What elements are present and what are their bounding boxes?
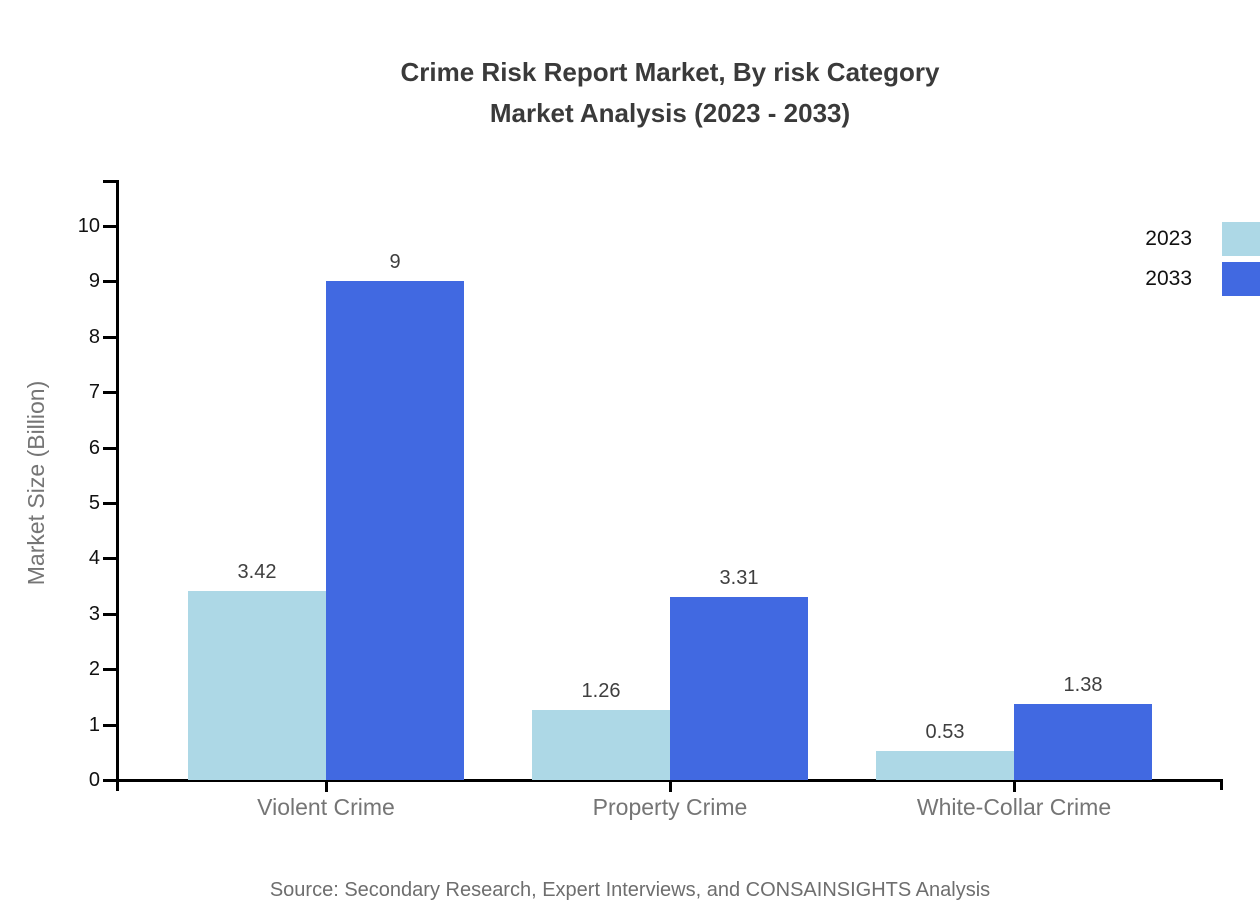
- legend-label-2033: 2033: [1145, 267, 1192, 290]
- legend-item-2033[interactable]: 2033: [1040, 262, 1260, 296]
- bar-2023-property-crime[interactable]: [532, 710, 670, 780]
- x-axis-line: [116, 779, 1223, 782]
- y-axis-tick: [103, 779, 117, 782]
- y-axis-tick: [103, 502, 117, 505]
- y-axis-tick-label: 9: [88, 270, 100, 293]
- bar-value-label: 1.38: [1063, 674, 1103, 696]
- bar-2023-white-collar-crime[interactable]: [876, 751, 1014, 780]
- y-axis-tick-label: 7: [88, 381, 100, 404]
- y-axis-tick-label: 1: [88, 713, 100, 736]
- y-axis-tick: [103, 225, 117, 228]
- legend-label-2023: 2023: [1145, 227, 1192, 250]
- legend-swatch-2033[interactable]: [1222, 262, 1260, 296]
- bar-2033-white-collar-crime[interactable]: [1014, 704, 1152, 780]
- y-axis-tick: [103, 668, 117, 672]
- y-axis-tick: [103, 280, 117, 284]
- bar-value-label: 9: [389, 251, 401, 273]
- bar-value-label: 3.42: [237, 561, 277, 583]
- chart-title-line2: Market Analysis (2023 - 2033): [489, 98, 851, 128]
- y-axis-tick: [103, 391, 117, 395]
- bar-2033-property-crime[interactable]: [670, 597, 808, 780]
- y-axis-tick: [103, 612, 117, 616]
- bar-value-label: 0.53: [925, 721, 965, 743]
- category-label: Violent Crime: [257, 794, 395, 820]
- y-axis-tick-label: 6: [88, 436, 100, 459]
- x-axis-tick: [1013, 782, 1016, 792]
- y-axis-tick: [103, 557, 117, 561]
- chart-title: Crime Risk Report Market, By risk Catego…: [118, 52, 1222, 134]
- y-axis-tick-label: 5: [88, 492, 100, 514]
- category-label: Property Crime: [592, 794, 748, 820]
- y-axis-tick: [103, 446, 117, 450]
- x-axis-tick: [325, 782, 328, 792]
- y-axis-tick-label: 10: [77, 215, 100, 237]
- y-axis-end-tick: [103, 180, 117, 183]
- y-axis-tick-label: 8: [88, 325, 100, 348]
- bar-value-label: 3.31: [719, 567, 759, 589]
- bar-2023-violent-crime[interactable]: [188, 591, 326, 780]
- bar-2033-violent-crime[interactable]: [326, 281, 464, 780]
- y-axis-tick-label: 2: [88, 658, 100, 681]
- y-axis-line: [116, 180, 119, 791]
- y-axis-tick-label: 0: [88, 769, 100, 791]
- x-axis-end-tick: [1220, 779, 1223, 790]
- source-note: Source: Secondary Research, Expert Inter…: [269, 879, 991, 901]
- category-label: White-Collar Crime: [916, 794, 1112, 820]
- legend-swatch-2023[interactable]: [1222, 222, 1260, 256]
- y-axis-tick: [103, 335, 117, 339]
- bar-value-label: 1.26: [581, 680, 621, 702]
- y-axis-title: Market Size (Billion): [23, 380, 49, 586]
- chart-title-line1: Crime Risk Report Market, By risk Catego…: [400, 57, 940, 87]
- y-axis-tick-label: 3: [88, 602, 100, 625]
- y-axis-tick: [103, 723, 117, 727]
- y-axis-tick-label: 4: [88, 547, 100, 570]
- x-axis-tick: [669, 782, 672, 792]
- legend-item-2023[interactable]: 2023: [1040, 222, 1260, 256]
